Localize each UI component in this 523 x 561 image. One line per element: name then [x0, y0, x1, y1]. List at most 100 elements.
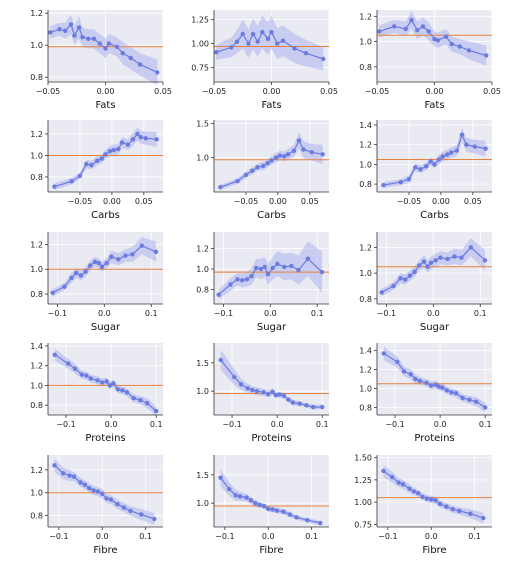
data-point	[457, 508, 462, 514]
x-tick-label: 0.0	[271, 420, 284, 429]
data-point	[432, 162, 437, 167]
data-point	[426, 29, 431, 34]
data-point	[417, 263, 422, 268]
data-point	[135, 131, 140, 137]
data-point	[424, 496, 430, 501]
data-point	[277, 392, 282, 397]
y-tick-label: 1.0	[196, 265, 209, 274]
x-tick-label: 0.0	[427, 309, 440, 318]
data-point	[52, 463, 57, 468]
data-point	[297, 401, 302, 406]
data-point	[443, 34, 449, 39]
x-axis-label: Proteins	[414, 433, 454, 444]
data-point	[437, 501, 443, 507]
data-point	[398, 179, 403, 185]
data-point	[68, 22, 74, 27]
data-point	[52, 184, 57, 189]
data-point	[218, 185, 223, 190]
data-point	[50, 290, 55, 296]
data-point	[248, 498, 254, 503]
y-tick-label: 1.00	[354, 498, 372, 507]
data-point	[435, 38, 441, 43]
data-point	[80, 35, 85, 40]
data-point	[115, 387, 121, 392]
data-point	[287, 512, 293, 517]
data-point	[250, 387, 255, 393]
data-point	[250, 168, 255, 173]
x-axis-label: Fats	[95, 100, 115, 111]
data-point	[311, 404, 316, 410]
y-tick-label: 0.8	[30, 73, 43, 82]
data-point	[273, 392, 278, 398]
data-point	[290, 400, 296, 405]
subplot-svg: −0.1 0.0 0.1 0.75 1.00 1.25 1.50 Fibre	[354, 454, 492, 556]
data-point	[436, 157, 442, 162]
y-tick-label: 0.75	[191, 64, 209, 73]
data-point	[254, 388, 260, 394]
data-point	[420, 494, 425, 499]
data-point	[377, 29, 382, 34]
y-tick-label: 1.0	[359, 384, 372, 393]
y-tick-label: 1.0	[30, 381, 43, 390]
x-tick-label: 0.1	[316, 420, 329, 429]
x-axis-label: Fibre	[93, 545, 117, 556]
data-point	[255, 165, 260, 170]
data-point	[274, 508, 280, 513]
data-point	[292, 46, 297, 51]
subplot-svg: −0.1 0.0 0.1 0.8 1.0 1.2 Sugar	[359, 232, 492, 333]
confidence-band	[381, 238, 485, 297]
y-tick-label: 1.25	[354, 476, 372, 485]
y-tick-label: 1.2	[359, 243, 372, 252]
data-point	[138, 398, 143, 403]
data-point	[282, 154, 287, 159]
data-point	[243, 172, 249, 178]
data-point	[218, 475, 223, 480]
y-tick-label: 1.2	[30, 130, 43, 139]
x-tick-label: −0.1	[222, 420, 241, 429]
data-point	[245, 386, 251, 391]
x-axis-label: Carbs	[91, 210, 120, 221]
x-axis-label: Fats	[424, 100, 444, 111]
data-point	[62, 284, 67, 289]
data-point	[277, 153, 283, 158]
data-point	[99, 264, 105, 269]
x-tick-label: 0.00	[103, 197, 121, 206]
data-point	[409, 17, 414, 23]
x-tick-label: −0.05	[68, 197, 93, 206]
subplot-4-0: −0.1 0.0 0.1 0.8 1.0 1.2 Fibre	[8, 455, 167, 561]
x-axis-label: Carbs	[257, 210, 286, 221]
x-tick-label: 0.0	[98, 309, 111, 318]
data-point	[240, 31, 245, 37]
x-tick-label: 0.0	[96, 532, 109, 541]
subplot-svg: −0.05 0.00 0.05 0.8 1.0 1.2 Carbs	[30, 120, 163, 221]
data-point	[402, 277, 408, 282]
x-tick-label: 0.00	[432, 197, 450, 206]
data-point	[152, 516, 157, 522]
y-tick-label: 1.5	[196, 119, 209, 128]
data-point	[406, 176, 412, 182]
x-tick-label: 0.05	[320, 87, 338, 96]
y-tick-label: 1.0	[196, 499, 209, 508]
data-point	[121, 505, 127, 510]
data-point	[424, 380, 429, 385]
data-point	[381, 182, 386, 188]
confidence-band	[52, 237, 157, 297]
y-tick-label: 0.8	[30, 290, 43, 299]
data-point	[309, 150, 314, 155]
data-point	[246, 41, 251, 46]
data-point	[265, 271, 271, 277]
x-tick-label: 0.0	[425, 532, 438, 541]
data-point	[425, 264, 430, 269]
data-point	[407, 273, 413, 278]
data-point	[444, 388, 450, 393]
data-point	[99, 380, 105, 385]
data-point	[91, 488, 96, 493]
data-point	[239, 278, 245, 283]
data-point	[418, 167, 423, 172]
data-point	[73, 270, 79, 276]
data-point	[107, 383, 112, 388]
x-tick-label: 0.0	[264, 309, 277, 318]
data-point	[428, 383, 434, 388]
data-point	[139, 243, 145, 248]
data-point	[233, 493, 238, 498]
